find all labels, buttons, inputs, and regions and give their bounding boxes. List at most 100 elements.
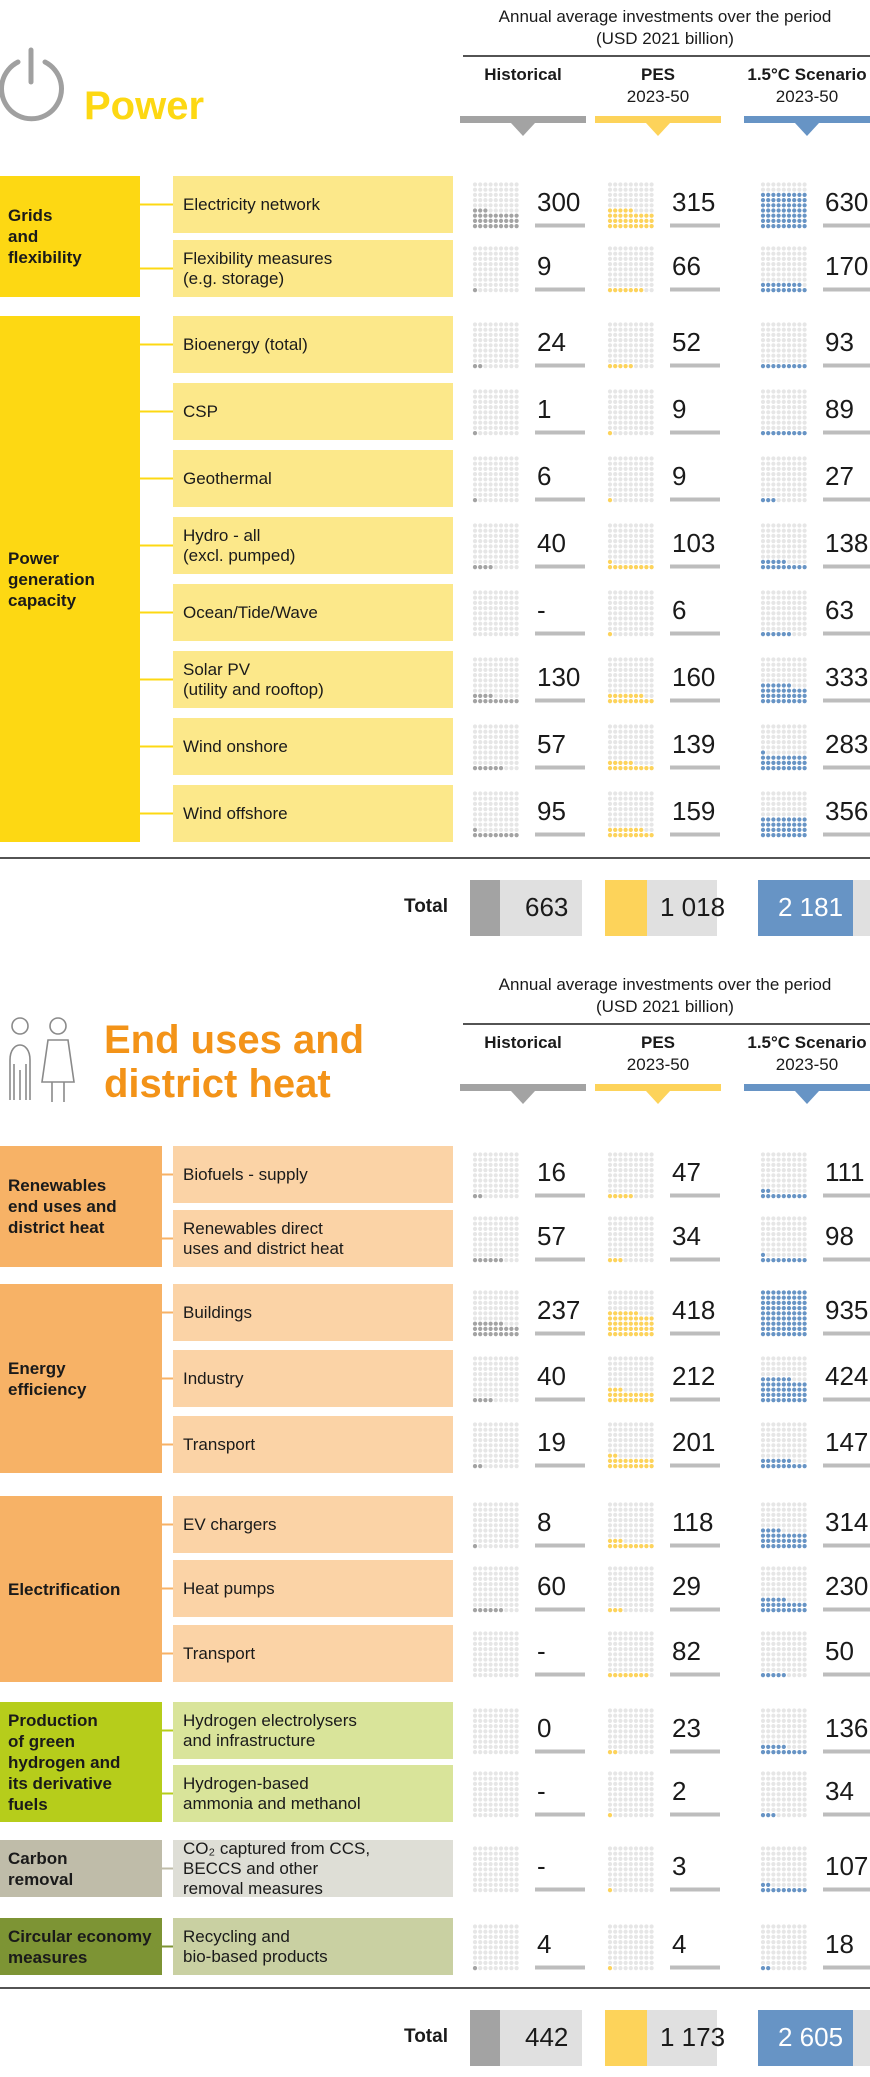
power-dots-hist-0	[472, 182, 519, 229]
enduse-value-pes: 201	[672, 1426, 716, 1457]
group-label: Electrification	[8, 1579, 120, 1600]
power-total-fill-sc15	[758, 880, 853, 936]
power-dots-pes-0	[607, 182, 654, 229]
colhead-line1: 1.5°C Scenario	[747, 65, 867, 84]
group-label-line: Electrification	[8, 1579, 121, 1599]
enduse-dots-hist-11	[472, 1924, 519, 1971]
item-label-line: Bioenergy (total)	[183, 334, 308, 354]
enduse-group-4: Carbon removal	[0, 1840, 162, 1897]
power-colhead-arrow-hist	[511, 123, 535, 136]
enduse-dots-sc15-4	[760, 1422, 807, 1469]
enduse-value-sc15: 935	[825, 1294, 869, 1325]
enduse-title-line2: district heat	[104, 1062, 331, 1106]
enduse-dots-sc15-3	[760, 1356, 807, 1403]
enduse-value-hist: 19	[537, 1426, 566, 1457]
power-dots-hist-1	[472, 246, 519, 293]
item-label-line: CO₂ captured from CCS,	[183, 1838, 371, 1858]
group-label-line: district heat	[8, 1218, 105, 1237]
enduse-group-0: Renewables end uses and district heat	[0, 1146, 162, 1267]
power-dots-pes-1	[607, 246, 654, 293]
power-dots-pes-8	[607, 724, 654, 771]
power-dots-pes-3	[607, 389, 654, 436]
colhead-line1: 1.5°C Scenario	[747, 1033, 867, 1052]
power-value-sc15: 283	[825, 728, 869, 759]
enduse-dots-pes-1	[607, 1216, 654, 1263]
power-value-sc15: 89	[825, 393, 854, 424]
power-dots-sc15-2	[760, 322, 807, 369]
enduse-group-5: Circular economy measures	[0, 1918, 162, 1975]
enduse-value-hist: 16	[537, 1156, 566, 1187]
power-colhead-bar-hist	[460, 116, 586, 123]
enduse-total-fill-hist	[470, 2010, 500, 2066]
item-label: Wind offshore	[183, 804, 288, 824]
enduse-item-5: EV chargers	[173, 1496, 453, 1553]
enduse-item-7: Transport	[173, 1625, 453, 1682]
group-label-line: of green	[8, 1731, 76, 1751]
power-section-title: Power	[84, 84, 205, 128]
enduse-colhead-sc15: 1.5°C Scenario 2023-50	[732, 1032, 870, 1076]
enduse-dots-pes-3	[607, 1356, 654, 1403]
power-item-9: Wind offshore	[173, 785, 453, 842]
enduse-annual-heading: Annual average investments over the peri…	[455, 974, 870, 1018]
power-item-1: Flexibility measures (e.g. storage)	[173, 240, 453, 297]
group-label-line: Production	[8, 1710, 98, 1730]
group-label-line: Circular economy	[8, 1926, 152, 1946]
enduse-dots-pes-11	[607, 1924, 654, 1971]
item-label-line: (utility and rooftop)	[183, 679, 324, 699]
item-label: Heat pumps	[183, 1579, 275, 1599]
item-label-line: bio-based products	[183, 1946, 328, 1966]
enduse-item-0: Biofuels - supply	[173, 1146, 453, 1203]
item-label-line: Transport	[183, 1434, 256, 1454]
group-label-line: end uses and	[8, 1197, 117, 1216]
power-dots-hist-2	[472, 322, 519, 369]
enduse-colhead-arrow-sc15	[795, 1091, 819, 1104]
power-dots-sc15-9	[760, 791, 807, 838]
power-value-hist: 1	[537, 393, 552, 424]
enduse-colhead-bar-pes	[595, 1084, 721, 1091]
power-value-pes: 315	[672, 186, 716, 217]
enduse-value-pes: 23	[672, 1712, 701, 1743]
group-label: Grids and flexibility	[8, 205, 82, 268]
enduse-value-sc15: 107	[825, 1850, 869, 1881]
enduse-dots-sc15-7	[760, 1631, 807, 1678]
enduse-dots-hist-2	[472, 1290, 519, 1337]
power-total-fill-pes	[605, 880, 647, 936]
enduse-value-sc15: 230	[825, 1570, 869, 1601]
group-label-line: its derivative	[8, 1773, 112, 1793]
colhead-line2: 2023-50	[626, 1055, 690, 1074]
power-value-hist: 300	[537, 186, 581, 217]
colhead-line2: 2023-50	[775, 1055, 839, 1074]
enduse-colhead-bar-sc15	[744, 1084, 870, 1091]
enduse-total-sc15: 2 605	[778, 2022, 844, 2052]
annual-line1: Annual average investments over the peri…	[498, 7, 832, 26]
enduse-value-hist: 237	[537, 1294, 581, 1325]
power-value-hist: 9	[537, 250, 552, 281]
power-dots-sc15-8	[760, 724, 807, 771]
enduse-dots-pes-2	[607, 1290, 654, 1337]
power-value-sc15: 630	[825, 186, 869, 217]
power-value-sc15: 170	[825, 250, 869, 281]
power-value-hist: 95	[537, 795, 566, 826]
item-label: Transport	[183, 1644, 255, 1664]
annual-line1: Annual average investments over the peri…	[498, 975, 832, 994]
item-label: Hydro - all (excl. pumped)	[183, 526, 295, 566]
power-colhead-arrow-pes	[646, 123, 670, 136]
power-dots-sc15-1	[760, 246, 807, 293]
power-colhead-bar-pes	[595, 116, 721, 123]
item-label: Electricity network	[183, 195, 320, 215]
power-total-label: Total	[404, 896, 448, 917]
item-label: Solar PV (utility and rooftop)	[183, 660, 324, 700]
item-label: Transport	[183, 1435, 255, 1455]
item-label-line: Ocean/Tide/Wave	[183, 602, 318, 622]
enduse-dots-sc15-11	[760, 1924, 807, 1971]
enduse-item-8: Hydrogen electrolysers and infrastructure	[173, 1702, 453, 1759]
group-label-line: and	[8, 227, 39, 246]
enduse-value-hist: -	[537, 1775, 546, 1806]
enduse-item-10: CO₂ captured from CCS, BECCS and other rem…	[173, 1838, 453, 1898]
enduse-total-pes: 1 173	[660, 2022, 726, 2052]
group-label-line: efficiency	[8, 1379, 87, 1399]
enduse-value-sc15: 314	[825, 1506, 869, 1537]
enduse-dots-hist-5	[472, 1502, 519, 1549]
power-dots-hist-3	[472, 389, 519, 436]
item-label-line: (excl. pumped)	[183, 545, 296, 565]
